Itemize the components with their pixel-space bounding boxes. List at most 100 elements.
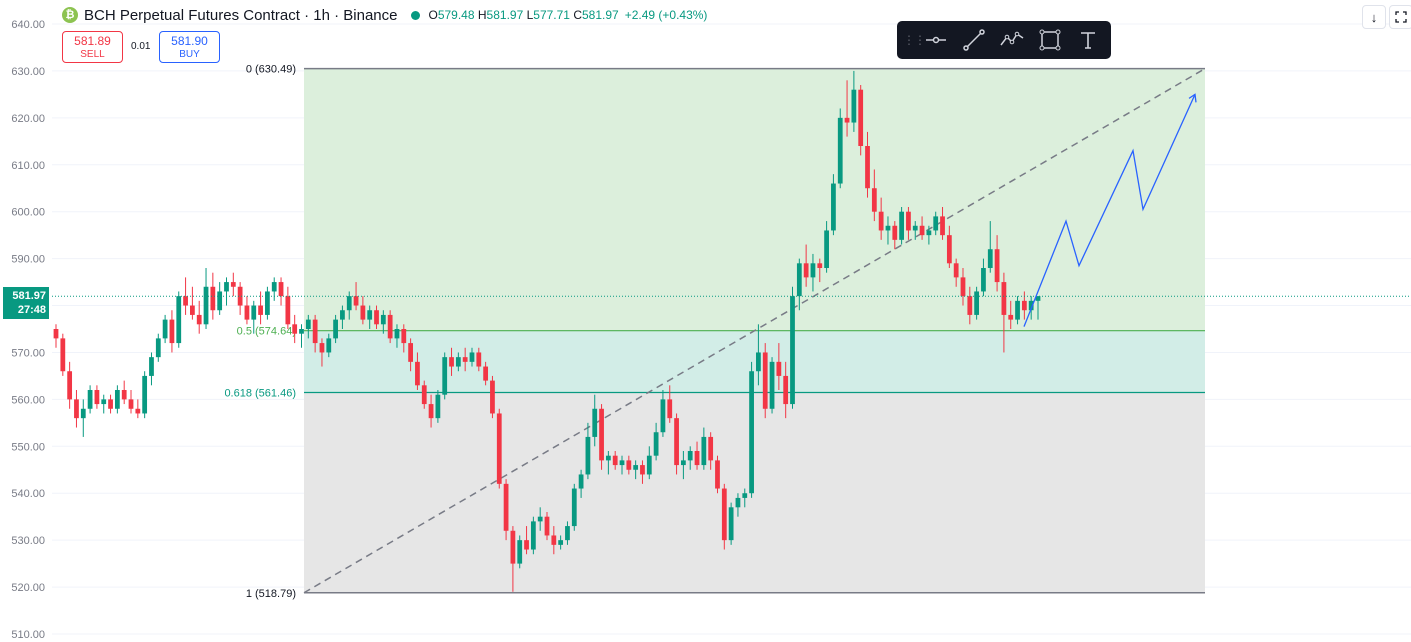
candle-body <box>490 380 495 414</box>
candle-body <box>926 230 932 236</box>
candle <box>749 361 754 498</box>
candle <box>871 169 877 222</box>
candle-body <box>408 343 413 362</box>
candle-body <box>878 211 884 231</box>
candle <box>933 211 939 236</box>
symbol-title[interactable]: BCH Perpetual Futures Contract · 1h · Bi… <box>84 6 398 24</box>
candle <box>415 352 420 390</box>
candle <box>87 385 93 414</box>
sell-button[interactable]: 581.89 SELL <box>62 31 123 63</box>
price-tick-label: 540.00 <box>11 488 45 500</box>
candle-body <box>196 314 202 325</box>
candle <box>844 80 850 137</box>
text-icon[interactable] <box>1069 21 1107 59</box>
candle-body <box>967 296 973 315</box>
candle <box>53 324 59 348</box>
candle-body <box>681 460 686 466</box>
fib-level-label: 0.618 (561.46) <box>224 388 296 400</box>
candle <box>919 216 925 240</box>
candle <box>619 455 625 475</box>
candle <box>824 221 829 273</box>
candle-body <box>326 338 332 353</box>
candle-body <box>462 357 468 362</box>
candle-body <box>155 338 161 358</box>
candle-body <box>421 385 427 405</box>
candle-body <box>401 329 407 344</box>
candle-body <box>599 408 604 461</box>
candle <box>1035 296 1041 320</box>
candle <box>367 305 373 329</box>
candle <box>128 390 134 414</box>
candle <box>987 221 993 273</box>
candle-body <box>210 286 216 311</box>
grip-icon[interactable]: ⋮⋮ <box>903 33 926 47</box>
candle-body <box>530 521 536 550</box>
candle <box>681 451 686 480</box>
candle <box>633 460 639 480</box>
candle-body <box>230 282 236 287</box>
buy-button[interactable]: 581.90 BUY <box>159 31 220 63</box>
candle-body <box>851 89 857 123</box>
candle-body <box>585 436 591 475</box>
fib-level-label: 0 (630.49) <box>246 64 296 76</box>
trend-line-dashed <box>303 67 1206 594</box>
candle-body <box>640 465 645 475</box>
projection-line <box>1023 94 1196 327</box>
candle <box>558 535 564 550</box>
candle <box>496 408 502 489</box>
candle-body <box>1008 314 1014 320</box>
ohlc-values: O 579.48 H 581.97 L 577.71 C 581.97 +2.49 (+… <box>428 8 707 22</box>
bitcoin-cash-icon: ₿ <box>62 7 78 23</box>
buy-label: BUY <box>179 49 200 60</box>
candle <box>599 404 604 470</box>
trend-line-icon[interactable] <box>955 21 993 59</box>
path-icon[interactable] <box>993 21 1031 59</box>
candle <box>408 338 413 372</box>
candle-body <box>783 375 789 405</box>
candle <box>251 300 257 334</box>
candle <box>271 277 277 301</box>
candle <box>708 432 714 470</box>
candle-body <box>987 249 993 268</box>
price-tick-label: 610.00 <box>11 160 45 172</box>
candle-body <box>224 282 229 292</box>
candle-body <box>701 436 707 466</box>
candle-body <box>831 183 836 231</box>
candle-body <box>190 305 195 315</box>
candle <box>258 291 263 325</box>
rectangle-icon[interactable] <box>1031 21 1069 59</box>
candle <box>687 446 693 470</box>
candle-body <box>837 117 843 184</box>
arrow-down-icon[interactable]: ↓ <box>1362 5 1386 29</box>
candle-body <box>80 408 86 419</box>
candle-body <box>537 516 543 522</box>
low-value: 577.71 <box>533 8 570 22</box>
candle-body <box>53 329 59 339</box>
spread-value: 0.01 <box>131 41 151 52</box>
candle-body <box>524 540 529 550</box>
candle-body <box>974 291 980 315</box>
candle-body <box>776 361 782 376</box>
candle <box>190 286 195 320</box>
price-tick-label: 640.00 <box>11 19 45 31</box>
candle <box>176 291 182 348</box>
candle <box>510 526 516 592</box>
candle <box>524 526 529 555</box>
candle-body <box>633 465 639 470</box>
sell-label: SELL <box>80 49 105 60</box>
high-label: H <box>477 8 487 22</box>
price-tick-label: 590.00 <box>11 254 45 266</box>
candle-body <box>674 418 679 466</box>
candle <box>715 455 720 494</box>
candle-body <box>592 408 598 437</box>
drawing-toolbar: ⋮⋮ <box>897 21 1111 59</box>
horizontal-line-icon[interactable] <box>917 21 955 59</box>
candle-body <box>544 516 550 536</box>
candle-body <box>1021 300 1027 311</box>
candle-body <box>428 404 434 419</box>
fullscreen-icon[interactable] <box>1389 5 1411 29</box>
candle-body <box>981 268 986 292</box>
candle <box>646 446 652 480</box>
candle <box>401 324 407 353</box>
